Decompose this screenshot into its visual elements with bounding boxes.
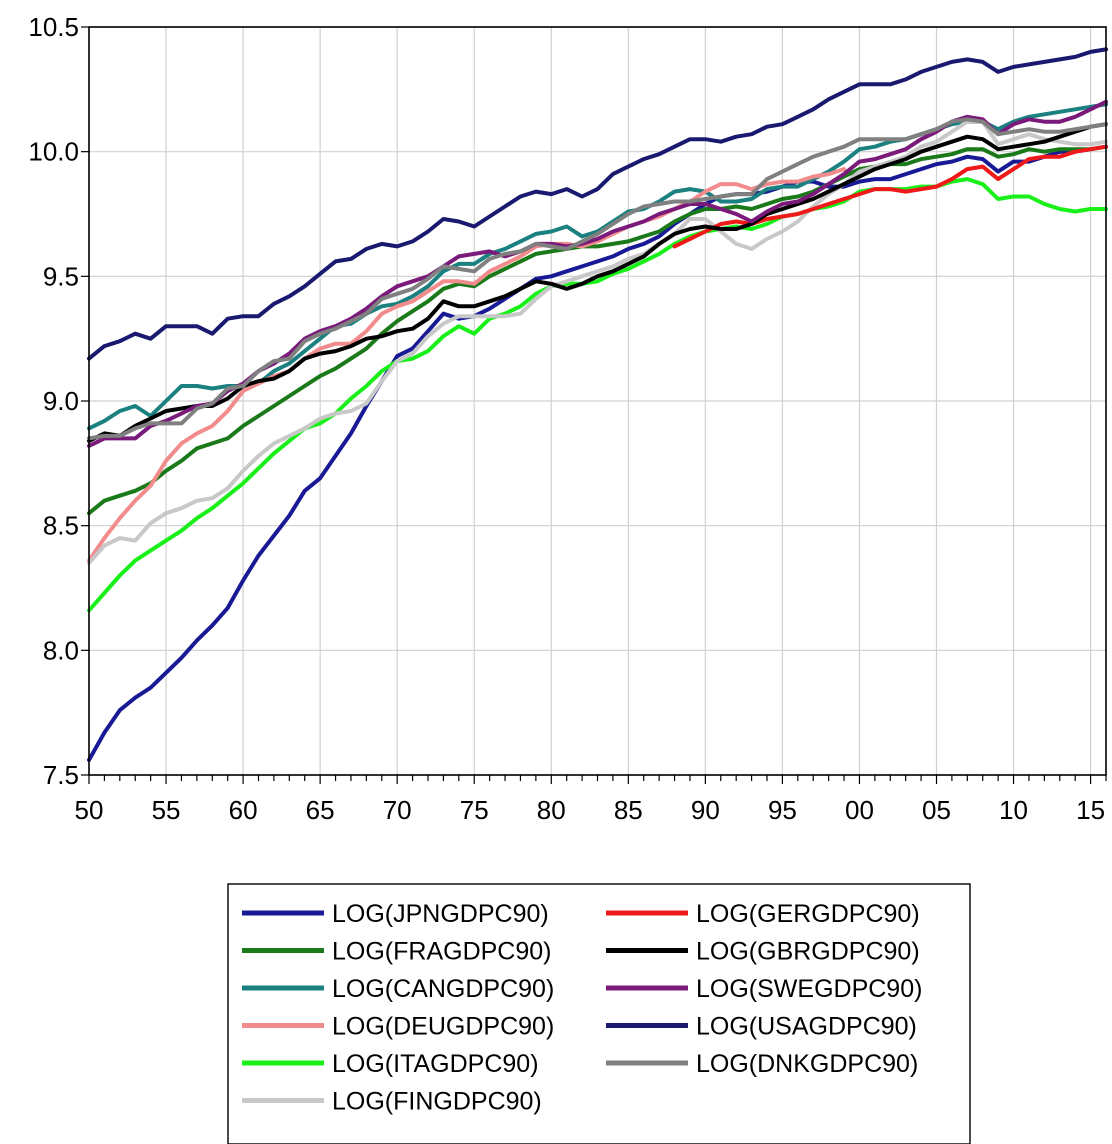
y-tick-label: 8.5	[43, 511, 79, 541]
y-tick-label: 9.0	[43, 386, 79, 416]
y-tick-label: 9.5	[43, 261, 79, 291]
legend-label: LOG(USAGDPC90)	[696, 1013, 917, 1041]
series-line-0	[87, 144, 1108, 762]
series-line-7	[87, 122, 1108, 443]
series-line-3	[87, 167, 846, 563]
x-tick-label: 55	[152, 795, 181, 825]
series-lines	[87, 47, 1108, 762]
x-tick-label: 85	[614, 795, 643, 825]
x-tick-label: 90	[691, 795, 720, 825]
x-tick-label: 00	[845, 795, 874, 825]
legend-label: LOG(DNKGDPC90)	[696, 1050, 918, 1078]
x-tick-label: 05	[922, 795, 951, 825]
x-tick-label: 10	[999, 795, 1028, 825]
series-line-5	[87, 119, 1108, 566]
x-tick-label: 80	[537, 795, 566, 825]
y-tick-label: 7.5	[43, 760, 79, 790]
legend-label: LOG(GERGDPC90)	[696, 900, 920, 928]
x-tick-label: 75	[460, 795, 489, 825]
y-tick-label: 8.0	[43, 635, 79, 665]
legend-label: LOG(FRAGDPC90)	[332, 938, 551, 966]
axes: 50 55 60 65 70 75 80 85 90 95 00 05 10 15 7.5 8.0 8.5 9.0…	[28, 12, 1107, 825]
x-tick-label: 65	[306, 795, 335, 825]
legend-box	[227, 883, 971, 1144]
legend-label: LOG(ITAGDPC90)	[332, 1050, 539, 1078]
x-tick-label: 95	[768, 795, 797, 825]
legend-label: LOG(FINGDPC90)	[332, 1088, 542, 1116]
legend-label: LOG(DEUGDPC90)	[332, 1013, 554, 1041]
legend-label: LOG(SWEGDPC90)	[696, 975, 922, 1003]
series-line-9	[87, 47, 1108, 361]
legend: LOG(JPNGDPC90) LOG(FRAGDPC90) LOG(CANGDPC9…	[227, 883, 971, 1144]
series-line-1	[87, 144, 1108, 516]
y-tick-label: 10.5	[28, 12, 79, 42]
x-tick-label: 70	[383, 795, 412, 825]
legend-label: LOG(CANGDPC90)	[332, 975, 554, 1003]
series-line-10	[87, 117, 1108, 441]
y-tick-label: 10.0	[28, 137, 79, 167]
x-tick-label: 50	[75, 795, 104, 825]
legend-label: LOG(GBRGDPC90)	[696, 938, 920, 966]
x-tick-label: 60	[229, 795, 258, 825]
series-line-6	[672, 144, 1108, 249]
legend-label: LOG(JPNGDPC90)	[332, 900, 549, 928]
x-tick-label: 15	[1076, 795, 1105, 825]
